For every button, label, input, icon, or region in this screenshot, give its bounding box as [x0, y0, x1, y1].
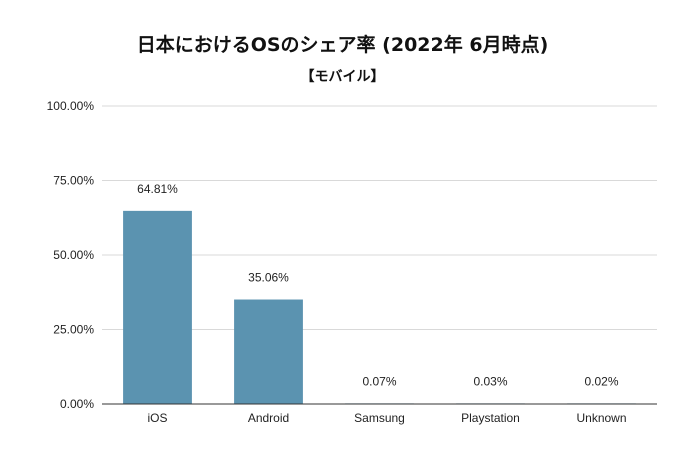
gridlines	[102, 105, 657, 330]
data-labels: 64.81% 35.06% 0.07% 0.03% 0.02%	[137, 182, 619, 389]
chart-subtitle: 【モバイル】	[300, 69, 385, 85]
data-label: 35.06%	[248, 271, 289, 285]
chart-title: 日本におけるOSのシェア率 (2022年 6月時点)	[136, 34, 549, 56]
y-tick-label: 0.00%	[60, 397, 94, 411]
x-axis-ticks: iOS Android Samsung Playstation Unknown	[147, 411, 626, 425]
y-tick-label: 50.00%	[53, 248, 94, 262]
x-tick-label: Android	[248, 411, 289, 425]
x-tick-label: Unknown	[576, 411, 626, 425]
data-label: 0.07%	[362, 374, 396, 388]
data-label: 0.02%	[584, 374, 618, 388]
bar-android	[234, 299, 303, 404]
bar-ios	[123, 210, 192, 404]
y-tick-label: 75.00%	[53, 174, 94, 188]
y-axis-ticks: 0.00% 25.00% 50.00% 75.00% 100.00%	[47, 99, 95, 411]
data-label: 0.03%	[473, 374, 507, 388]
data-label: 64.81%	[137, 182, 178, 196]
y-tick-label: 100.00%	[47, 99, 95, 113]
y-tick-label: 25.00%	[53, 323, 94, 337]
x-tick-label: Samsung	[354, 411, 405, 425]
x-tick-label: Playstation	[461, 411, 520, 425]
x-tick-label: iOS	[147, 411, 167, 425]
